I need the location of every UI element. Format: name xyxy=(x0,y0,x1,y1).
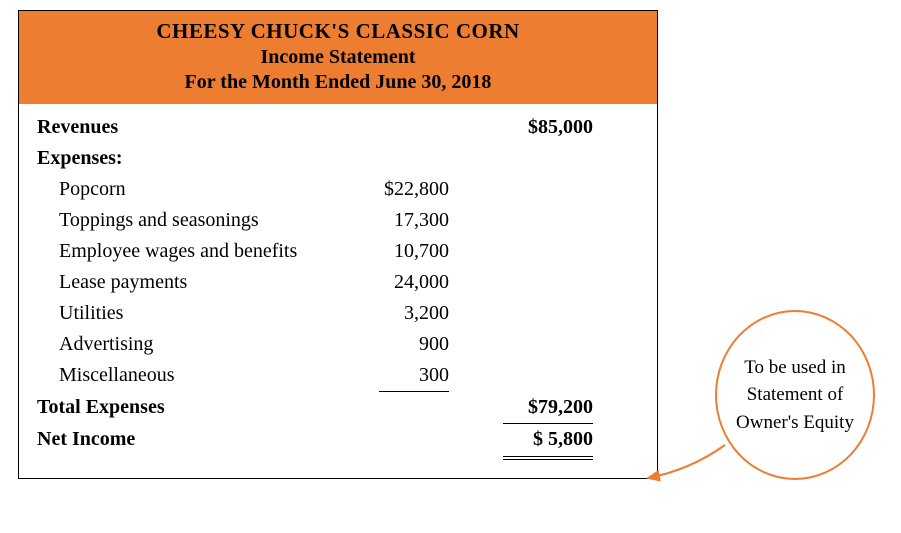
statement-title: Income Statement xyxy=(19,46,657,69)
total-expenses-row: Total Expenses $79,200 xyxy=(37,392,639,424)
expense-row: Popcorn $22,800 xyxy=(37,174,639,205)
net-income-value: $ 5,800 xyxy=(503,424,593,460)
revenues-label: Revenues xyxy=(37,112,337,143)
net-income-row: Net Income $ 5,800 xyxy=(37,424,639,460)
expense-row: Miscellaneous 300 xyxy=(37,360,639,392)
expense-label: Lease payments xyxy=(37,267,337,298)
expense-label: Popcorn xyxy=(37,174,337,205)
expense-value: 17,300 xyxy=(337,205,457,236)
statement-body: Revenues $85,000 Expenses: Popcorn $22,8… xyxy=(19,104,657,478)
revenues-value: $85,000 xyxy=(457,112,597,143)
expense-label: Utilities xyxy=(37,298,337,329)
expense-label: Toppings and seasonings xyxy=(37,205,337,236)
callout-annotation: To be used in Statement of Owner's Equit… xyxy=(715,310,875,480)
expense-value: 24,000 xyxy=(337,267,457,298)
income-statement-container: CHEESY CHUCK'S CLASSIC CORN Income State… xyxy=(18,10,658,479)
expense-row: Advertising 900 xyxy=(37,329,639,360)
expenses-header-row: Expenses: xyxy=(37,143,639,174)
callout-text: To be used in Statement of Owner's Equit… xyxy=(735,354,855,437)
expense-row: Toppings and seasonings 17,300 xyxy=(37,205,639,236)
revenues-row: Revenues $85,000 xyxy=(37,112,639,143)
expense-value: 900 xyxy=(337,329,457,360)
expense-row: Utilities 3,200 xyxy=(37,298,639,329)
total-expenses-value: $79,200 xyxy=(503,392,593,424)
expense-label: Employee wages and benefits xyxy=(37,236,337,267)
expense-value: 10,700 xyxy=(337,236,457,267)
expense-value-underlined: 300 xyxy=(379,360,449,392)
net-income-label: Net Income xyxy=(37,424,337,455)
statement-period: For the Month Ended June 30, 2018 xyxy=(19,71,657,94)
total-expenses-label: Total Expenses xyxy=(37,392,337,423)
statement-header: CHEESY CHUCK'S CLASSIC CORN Income State… xyxy=(19,11,657,104)
expense-value: 3,200 xyxy=(337,298,457,329)
expense-label: Miscellaneous xyxy=(37,360,337,391)
expense-row: Employee wages and benefits 10,700 xyxy=(37,236,639,267)
expense-label: Advertising xyxy=(37,329,337,360)
expense-row: Lease payments 24,000 xyxy=(37,267,639,298)
expenses-header-label: Expenses: xyxy=(37,143,337,174)
company-name: CHEESY CHUCK'S CLASSIC CORN xyxy=(19,19,657,44)
expense-value: $22,800 xyxy=(337,174,457,205)
